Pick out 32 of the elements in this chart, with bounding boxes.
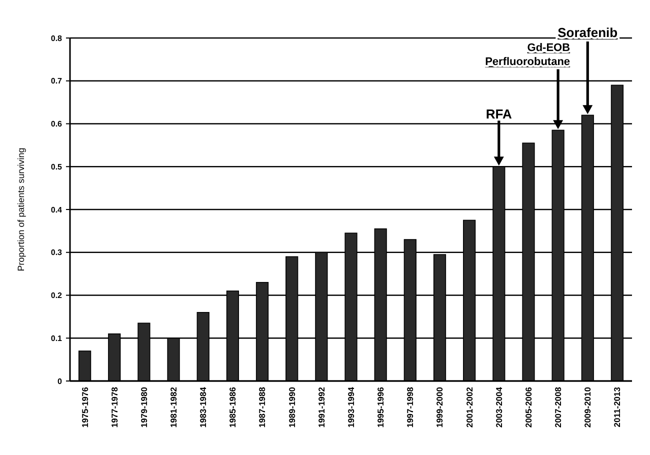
x-tick-label: 1987-1988 (257, 386, 268, 428)
y-tick-label: 0.5 (50, 162, 63, 172)
x-tick-label: 1993-1994 (346, 386, 356, 428)
x-tick-label: 2009-2010 (582, 386, 593, 428)
x-tick-label: 1991-1992 (316, 386, 326, 428)
x-tick-label: 2007-2008 (553, 386, 564, 428)
x-tick-label: 1999-2000 (434, 386, 445, 428)
y-tick-label: 0.1 (50, 334, 63, 343)
x-tick-label: 1979-1980 (138, 386, 149, 428)
y-tick-label: 0.7 (50, 76, 63, 86)
y-tick-label: 0.3 (50, 248, 63, 258)
x-tick-label: 1985-1986 (228, 386, 238, 428)
annotation: Gd-EOB Perfluorobutane (485, 42, 570, 68)
x-tick-label: 1983-1984 (198, 386, 208, 428)
x-tick-label: 2005-2006 (523, 386, 534, 428)
x-tick-label: 1975-1976 (80, 386, 90, 428)
y-axis-title: Proportion of patients surviving (16, 148, 26, 272)
annotation: Sorafenib (558, 25, 618, 40)
y-tick-label: 0 (58, 376, 63, 386)
y-tick-label: 0.6 (50, 120, 63, 129)
y-tick-label: 0.4 (50, 205, 63, 214)
x-tick-label: 1997-1998 (405, 386, 416, 428)
x-tick-label: 2011-2013 (612, 386, 622, 428)
y-tick-label: 0.2 (50, 291, 63, 300)
x-tick-label: 1981-1982 (168, 386, 178, 428)
x-tick-label: 1977-1978 (109, 386, 120, 428)
x-tick-label: 2003-2004 (494, 386, 504, 428)
x-tick-label: 1989-1990 (286, 386, 297, 428)
x-tick-label: 2001-2002 (464, 386, 474, 428)
x-tick-label: 1995-1996 (376, 386, 386, 428)
y-tick-label: 0.8 (50, 34, 63, 43)
annotation: RFA (486, 106, 513, 122)
